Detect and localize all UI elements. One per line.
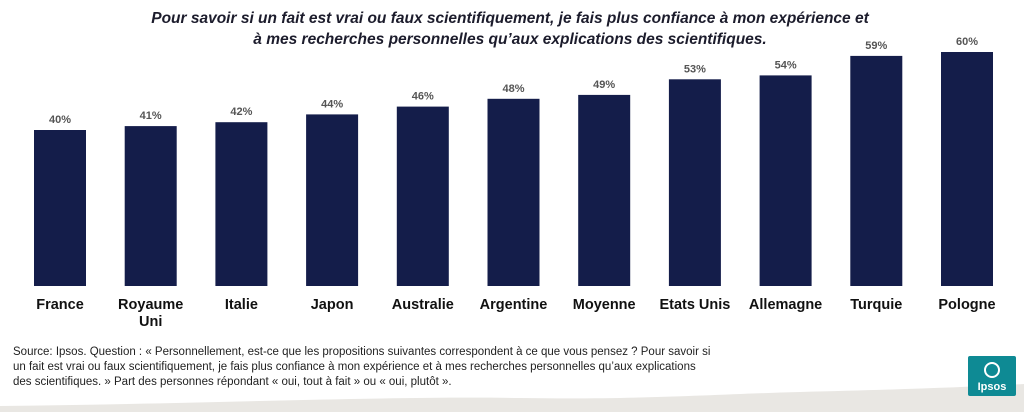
category-label: Allemagne: [749, 297, 822, 313]
value-label: 44%: [321, 98, 343, 110]
bar-france: [34, 130, 86, 286]
bar-allemagne: [759, 75, 812, 287]
value-label: 46%: [412, 91, 434, 103]
value-label: 60%: [956, 36, 978, 48]
value-label: 49%: [593, 79, 615, 91]
bar-royaume-uni: [124, 126, 177, 286]
value-label: 40%: [49, 114, 71, 126]
bar-japon: [306, 114, 359, 287]
category-label: Japon: [311, 297, 354, 313]
category-label: Italie: [225, 297, 258, 313]
bar-pologne: [941, 52, 993, 286]
value-label: 41%: [140, 110, 162, 122]
bar-chart: 40% France 41% Royaume Uni 42% Italie 44% Japon 4…: [34, 36, 996, 330]
bar-turquie: [850, 55, 903, 287]
category-label: Moyenne: [573, 297, 636, 313]
category-label: Pologne: [938, 297, 995, 313]
chart-title: Pour savoir si un fait est vrai ou faux …: [151, 10, 869, 48]
bar-italie: [215, 122, 268, 286]
value-label: 48%: [502, 83, 524, 95]
value-label: 42%: [230, 106, 252, 118]
ipsos-logo: Ipsos: [968, 356, 1016, 396]
bar-argentine: [487, 98, 540, 286]
bar-moyenne: [578, 94, 631, 287]
bars-group: 40% France 41% Royaume Uni 42% Italie 44% Japon 4…: [34, 36, 996, 330]
value-label: 53%: [684, 63, 706, 75]
bar-australie: [396, 106, 449, 286]
logo-mark-icon: [984, 362, 1000, 378]
value-label: 54%: [775, 59, 797, 71]
category-label: Argentine: [480, 297, 548, 313]
source-note: Source: Ipsos. Question : « Personnellem…: [13, 346, 711, 388]
category-label: Royaume Uni: [118, 297, 183, 330]
value-label: 59%: [865, 40, 887, 52]
bar-etats-unis: [668, 79, 721, 286]
category-label: Australie: [392, 297, 454, 313]
category-label: France: [36, 297, 84, 313]
category-label: Etats Unis: [659, 297, 730, 313]
logo-text: Ipsos: [977, 381, 1007, 393]
category-label: Turquie: [850, 297, 902, 313]
